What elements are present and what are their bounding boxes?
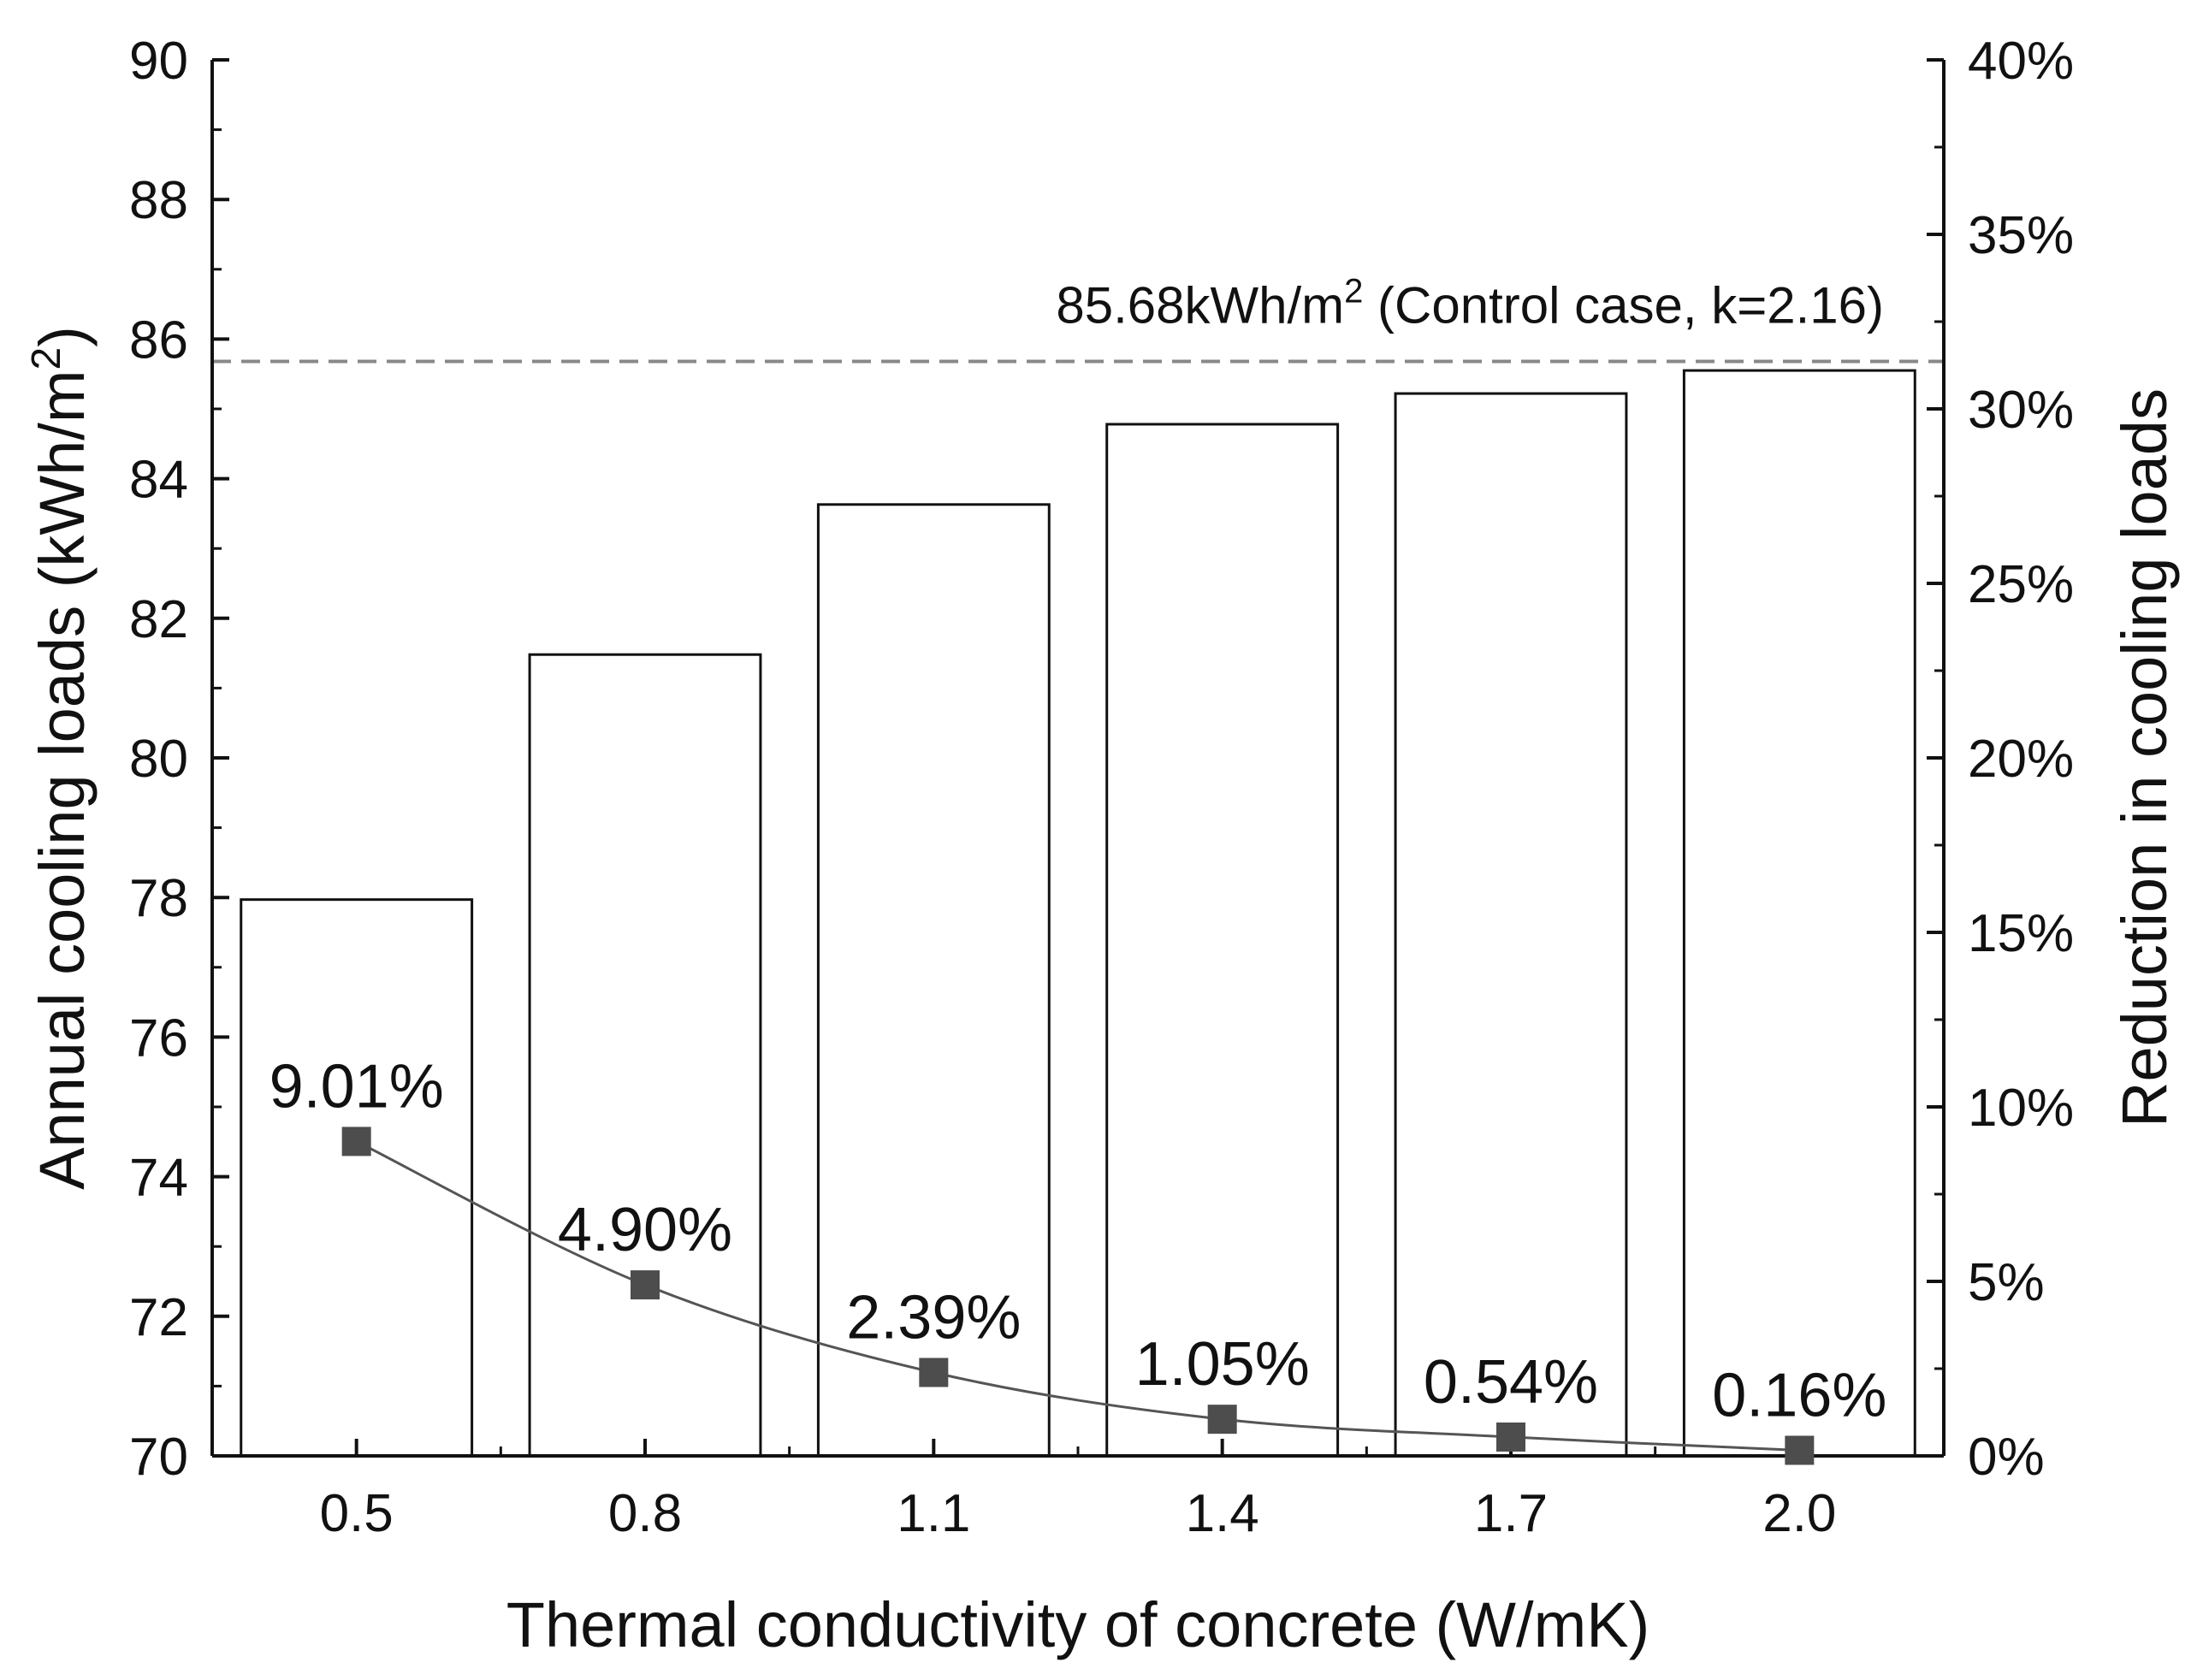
reduction-marker-2.0 bbox=[1785, 1435, 1815, 1465]
reduction-label-1.7: 0.54% bbox=[1424, 1348, 1598, 1417]
x-tick-label: 1.1 bbox=[897, 1484, 970, 1543]
left-tick-label: 72 bbox=[129, 1288, 188, 1347]
reduction-label-0.8: 4.90% bbox=[558, 1196, 732, 1264]
x-tick-label: 0.8 bbox=[608, 1484, 682, 1543]
x-tick-label: 1.7 bbox=[1474, 1484, 1548, 1543]
right-tick-label: 0% bbox=[1968, 1428, 2045, 1487]
left-tick-label: 70 bbox=[129, 1428, 188, 1487]
left-tick-label: 88 bbox=[129, 171, 188, 230]
left-tick-label: 86 bbox=[129, 311, 188, 370]
reduction-line bbox=[355, 1140, 1800, 1452]
bar-1.1 bbox=[816, 503, 1051, 1458]
x-tick-label: 2.0 bbox=[1762, 1484, 1836, 1543]
reduction-marker-0.5 bbox=[341, 1127, 371, 1156]
reduction-label-1.1: 2.39% bbox=[846, 1283, 1021, 1352]
left-tick-label: 84 bbox=[129, 451, 188, 510]
reduction-marker-1.7 bbox=[1496, 1422, 1525, 1452]
reduction-marker-1.4 bbox=[1207, 1405, 1237, 1435]
right-tick-label: 5% bbox=[1968, 1253, 2045, 1312]
axis-titles-group: Thermal conductivity of concrete (W/mK) A… bbox=[24, 326, 2180, 1660]
bar-0.5 bbox=[240, 898, 474, 1458]
bar-1.4 bbox=[1105, 423, 1340, 1458]
right-tick-label: 20% bbox=[1968, 730, 2074, 789]
reduction-label-1.4: 1.05% bbox=[1135, 1330, 1310, 1399]
right-tick-label: 10% bbox=[1968, 1079, 2074, 1138]
reduction-label-2.0: 0.16% bbox=[1712, 1361, 1886, 1429]
reduction-label-0.5: 9.01% bbox=[269, 1052, 444, 1121]
right-tick-label: 30% bbox=[1968, 381, 2074, 440]
bar-2.0 bbox=[1682, 369, 1916, 1458]
x-tick-label: 1.4 bbox=[1186, 1484, 1259, 1543]
left-tick-label: 82 bbox=[129, 590, 188, 649]
reference-label: 85.68kWh/m2 (Control case, k=2.16) bbox=[1056, 273, 1884, 334]
data-labels-group: 9.01% 4.90% 2.39% 1.05% 0.54% 0.16% bbox=[269, 1052, 1887, 1429]
left-tick-label: 76 bbox=[129, 1009, 188, 1068]
left-tick-label: 78 bbox=[129, 869, 188, 928]
right-tick-label: 40% bbox=[1968, 32, 2074, 91]
right-y-axis-title: Reduction in cooling loads bbox=[2109, 388, 2180, 1127]
right-tick-label: 15% bbox=[1968, 904, 2074, 963]
reference-line-group: 85.68kWh/m2 (Control case, k=2.16) bbox=[212, 273, 1944, 364]
x-tick-label: 0.5 bbox=[320, 1484, 394, 1543]
right-tick-label: 25% bbox=[1968, 555, 2074, 614]
reduction-marker-0.8 bbox=[631, 1270, 660, 1300]
right-tick-label: 35% bbox=[1968, 206, 2074, 265]
bar-0.8 bbox=[528, 653, 762, 1458]
reduction-marker-1.1 bbox=[919, 1358, 949, 1387]
left-tick-label: 90 bbox=[129, 32, 188, 91]
bar-group bbox=[240, 369, 1916, 1458]
left-tick-label: 74 bbox=[129, 1149, 188, 1208]
ticks-group: 70 72 74 76 78 80 82 84 86 88 90 0% 5% 10% 15% 20% 25% 30… bbox=[129, 32, 2074, 1543]
left-y-axis-title: Annual cooling loads (kWh/m2) bbox=[24, 326, 98, 1190]
reduction-series-group bbox=[341, 1127, 1815, 1465]
left-tick-label: 80 bbox=[129, 730, 188, 789]
bar-1.7 bbox=[1394, 392, 1628, 1458]
x-axis-title: Thermal conductivity of concrete (W/mK) bbox=[506, 1589, 1649, 1660]
